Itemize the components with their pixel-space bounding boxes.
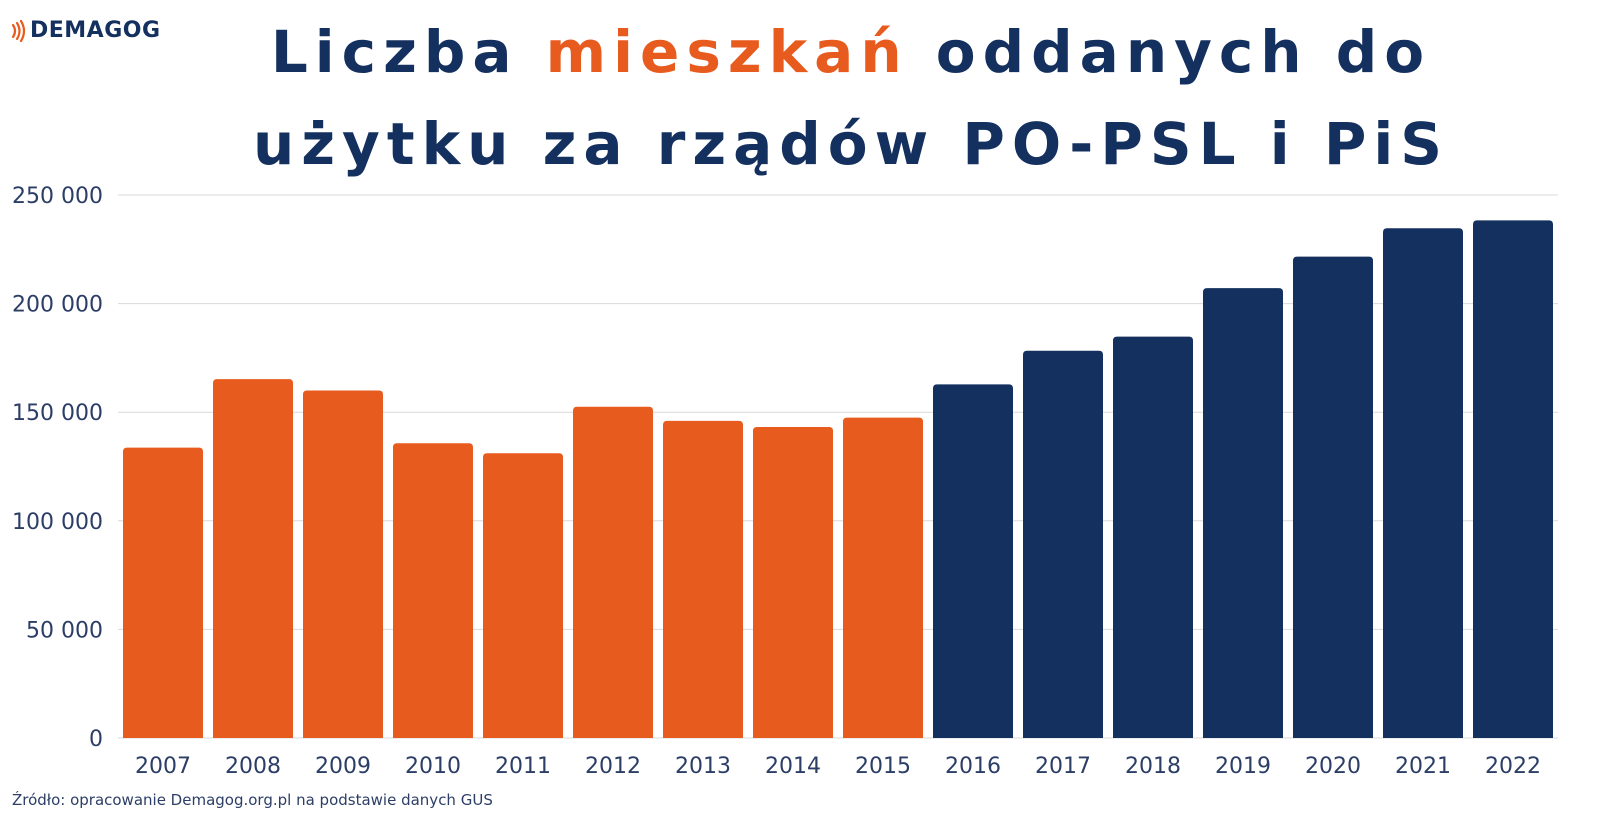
bar-2015 (843, 417, 923, 738)
y-tick-label: 250 000 (12, 184, 103, 209)
bar-2019 (1203, 288, 1283, 738)
y-tick-label: 50 000 (26, 618, 103, 643)
bar-2021 (1383, 228, 1463, 738)
bar-2018 (1113, 336, 1193, 738)
x-tick-label: 2009 (315, 754, 371, 779)
bars (123, 220, 1553, 738)
logo-text: DEMAGOG (30, 18, 161, 43)
x-tick-label: 2010 (405, 754, 461, 779)
x-tick-label: 2012 (585, 754, 641, 779)
x-tick-label: 2022 (1485, 754, 1541, 779)
x-axis-ticks: 2007 2008 2009 2010 2011 2012 2013 2014 2015 2016… (135, 754, 1541, 779)
chart-title: Liczba mieszkań oddanych do użytku za rz… (160, 6, 1542, 190)
y-axis-ticks: 0 50 000 100 000 150 000 200 000 250 000 (12, 184, 103, 752)
x-tick-label: 2019 (1215, 754, 1271, 779)
source-note: Źródło: opracowanie Demagog.org.pl na po… (12, 791, 493, 809)
bar-2009 (303, 390, 383, 738)
title-accent: mieszkań (545, 18, 909, 86)
bar-2011 (483, 453, 563, 738)
x-tick-label: 2007 (135, 754, 191, 779)
x-tick-label: 2011 (495, 754, 551, 779)
x-tick-label: 2020 (1305, 754, 1361, 779)
bar-2016 (933, 384, 1013, 738)
x-tick-label: 2008 (225, 754, 281, 779)
x-tick-label: 2015 (855, 754, 911, 779)
demagog-logo: DEMAGOG (10, 18, 161, 43)
y-tick-label: 0 (89, 727, 103, 752)
x-tick-label: 2017 (1035, 754, 1091, 779)
broadcast-waves-icon (11, 19, 26, 42)
title-line-2: użytku za rządów PO-PSL i PiS (253, 110, 1449, 178)
bar-2007 (123, 447, 203, 738)
bar-2010 (393, 443, 473, 738)
y-tick-label: 100 000 (12, 510, 103, 535)
x-tick-label: 2018 (1125, 754, 1181, 779)
bar-2008 (213, 379, 293, 738)
y-tick-label: 150 000 (12, 401, 103, 426)
title-part-2: oddanych do (908, 18, 1432, 86)
bar-2013 (663, 420, 743, 738)
x-tick-label: 2021 (1395, 754, 1451, 779)
bar-2022 (1473, 220, 1553, 738)
bar-2017 (1023, 350, 1103, 738)
x-tick-label: 2016 (945, 754, 1001, 779)
bar-2012 (573, 406, 653, 738)
x-tick-label: 2014 (765, 754, 821, 779)
bar-2020 (1293, 256, 1373, 738)
title-part-1: Liczba (270, 18, 546, 86)
y-tick-label: 200 000 (12, 293, 103, 318)
x-tick-label: 2013 (675, 754, 731, 779)
bar-2014 (753, 426, 833, 738)
